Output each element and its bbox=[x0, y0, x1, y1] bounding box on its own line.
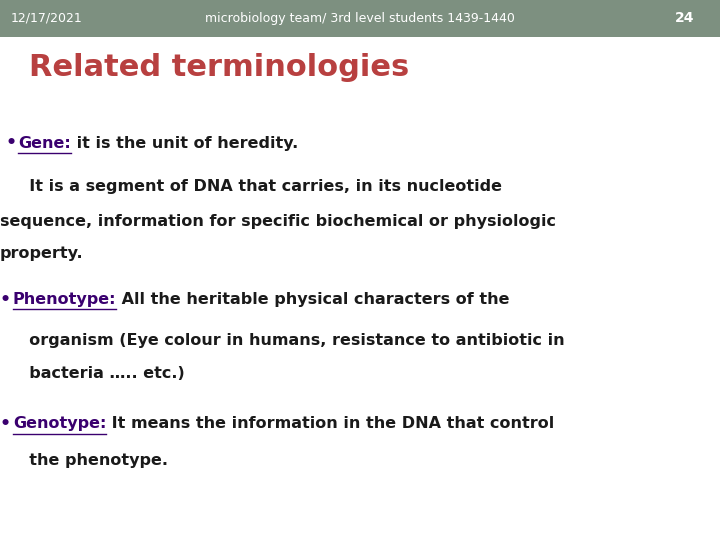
Text: All the heritable physical characters of the: All the heritable physical characters of… bbox=[117, 292, 510, 307]
Text: Phenotype:: Phenotype: bbox=[13, 292, 117, 307]
Text: microbiology team/ 3rd level students 1439-1440: microbiology team/ 3rd level students 14… bbox=[205, 12, 515, 25]
Text: It is a segment of DNA that carries, in its nucleotide: It is a segment of DNA that carries, in … bbox=[18, 179, 502, 194]
Text: It means the information in the DNA that control: It means the information in the DNA that… bbox=[107, 416, 554, 431]
FancyBboxPatch shape bbox=[0, 0, 720, 37]
Text: bacteria ….. etc.): bacteria ….. etc.) bbox=[18, 366, 185, 381]
Text: •: • bbox=[0, 415, 11, 433]
Text: Related terminologies: Related terminologies bbox=[29, 53, 409, 82]
Text: it is the unit of heredity.: it is the unit of heredity. bbox=[71, 136, 298, 151]
Text: Genotype:: Genotype: bbox=[13, 416, 107, 431]
Text: •: • bbox=[0, 291, 11, 309]
Text: sequence, information for specific biochemical or physiologic: sequence, information for specific bioch… bbox=[0, 214, 556, 229]
Text: 24: 24 bbox=[675, 11, 695, 25]
Text: Gene:: Gene: bbox=[18, 136, 71, 151]
Text: property.: property. bbox=[0, 246, 84, 261]
Text: •: • bbox=[5, 134, 16, 152]
Text: organism (Eye colour in humans, resistance to antibiotic in: organism (Eye colour in humans, resistan… bbox=[18, 333, 564, 348]
Text: 12/17/2021: 12/17/2021 bbox=[11, 12, 83, 25]
Text: the phenotype.: the phenotype. bbox=[18, 453, 168, 468]
